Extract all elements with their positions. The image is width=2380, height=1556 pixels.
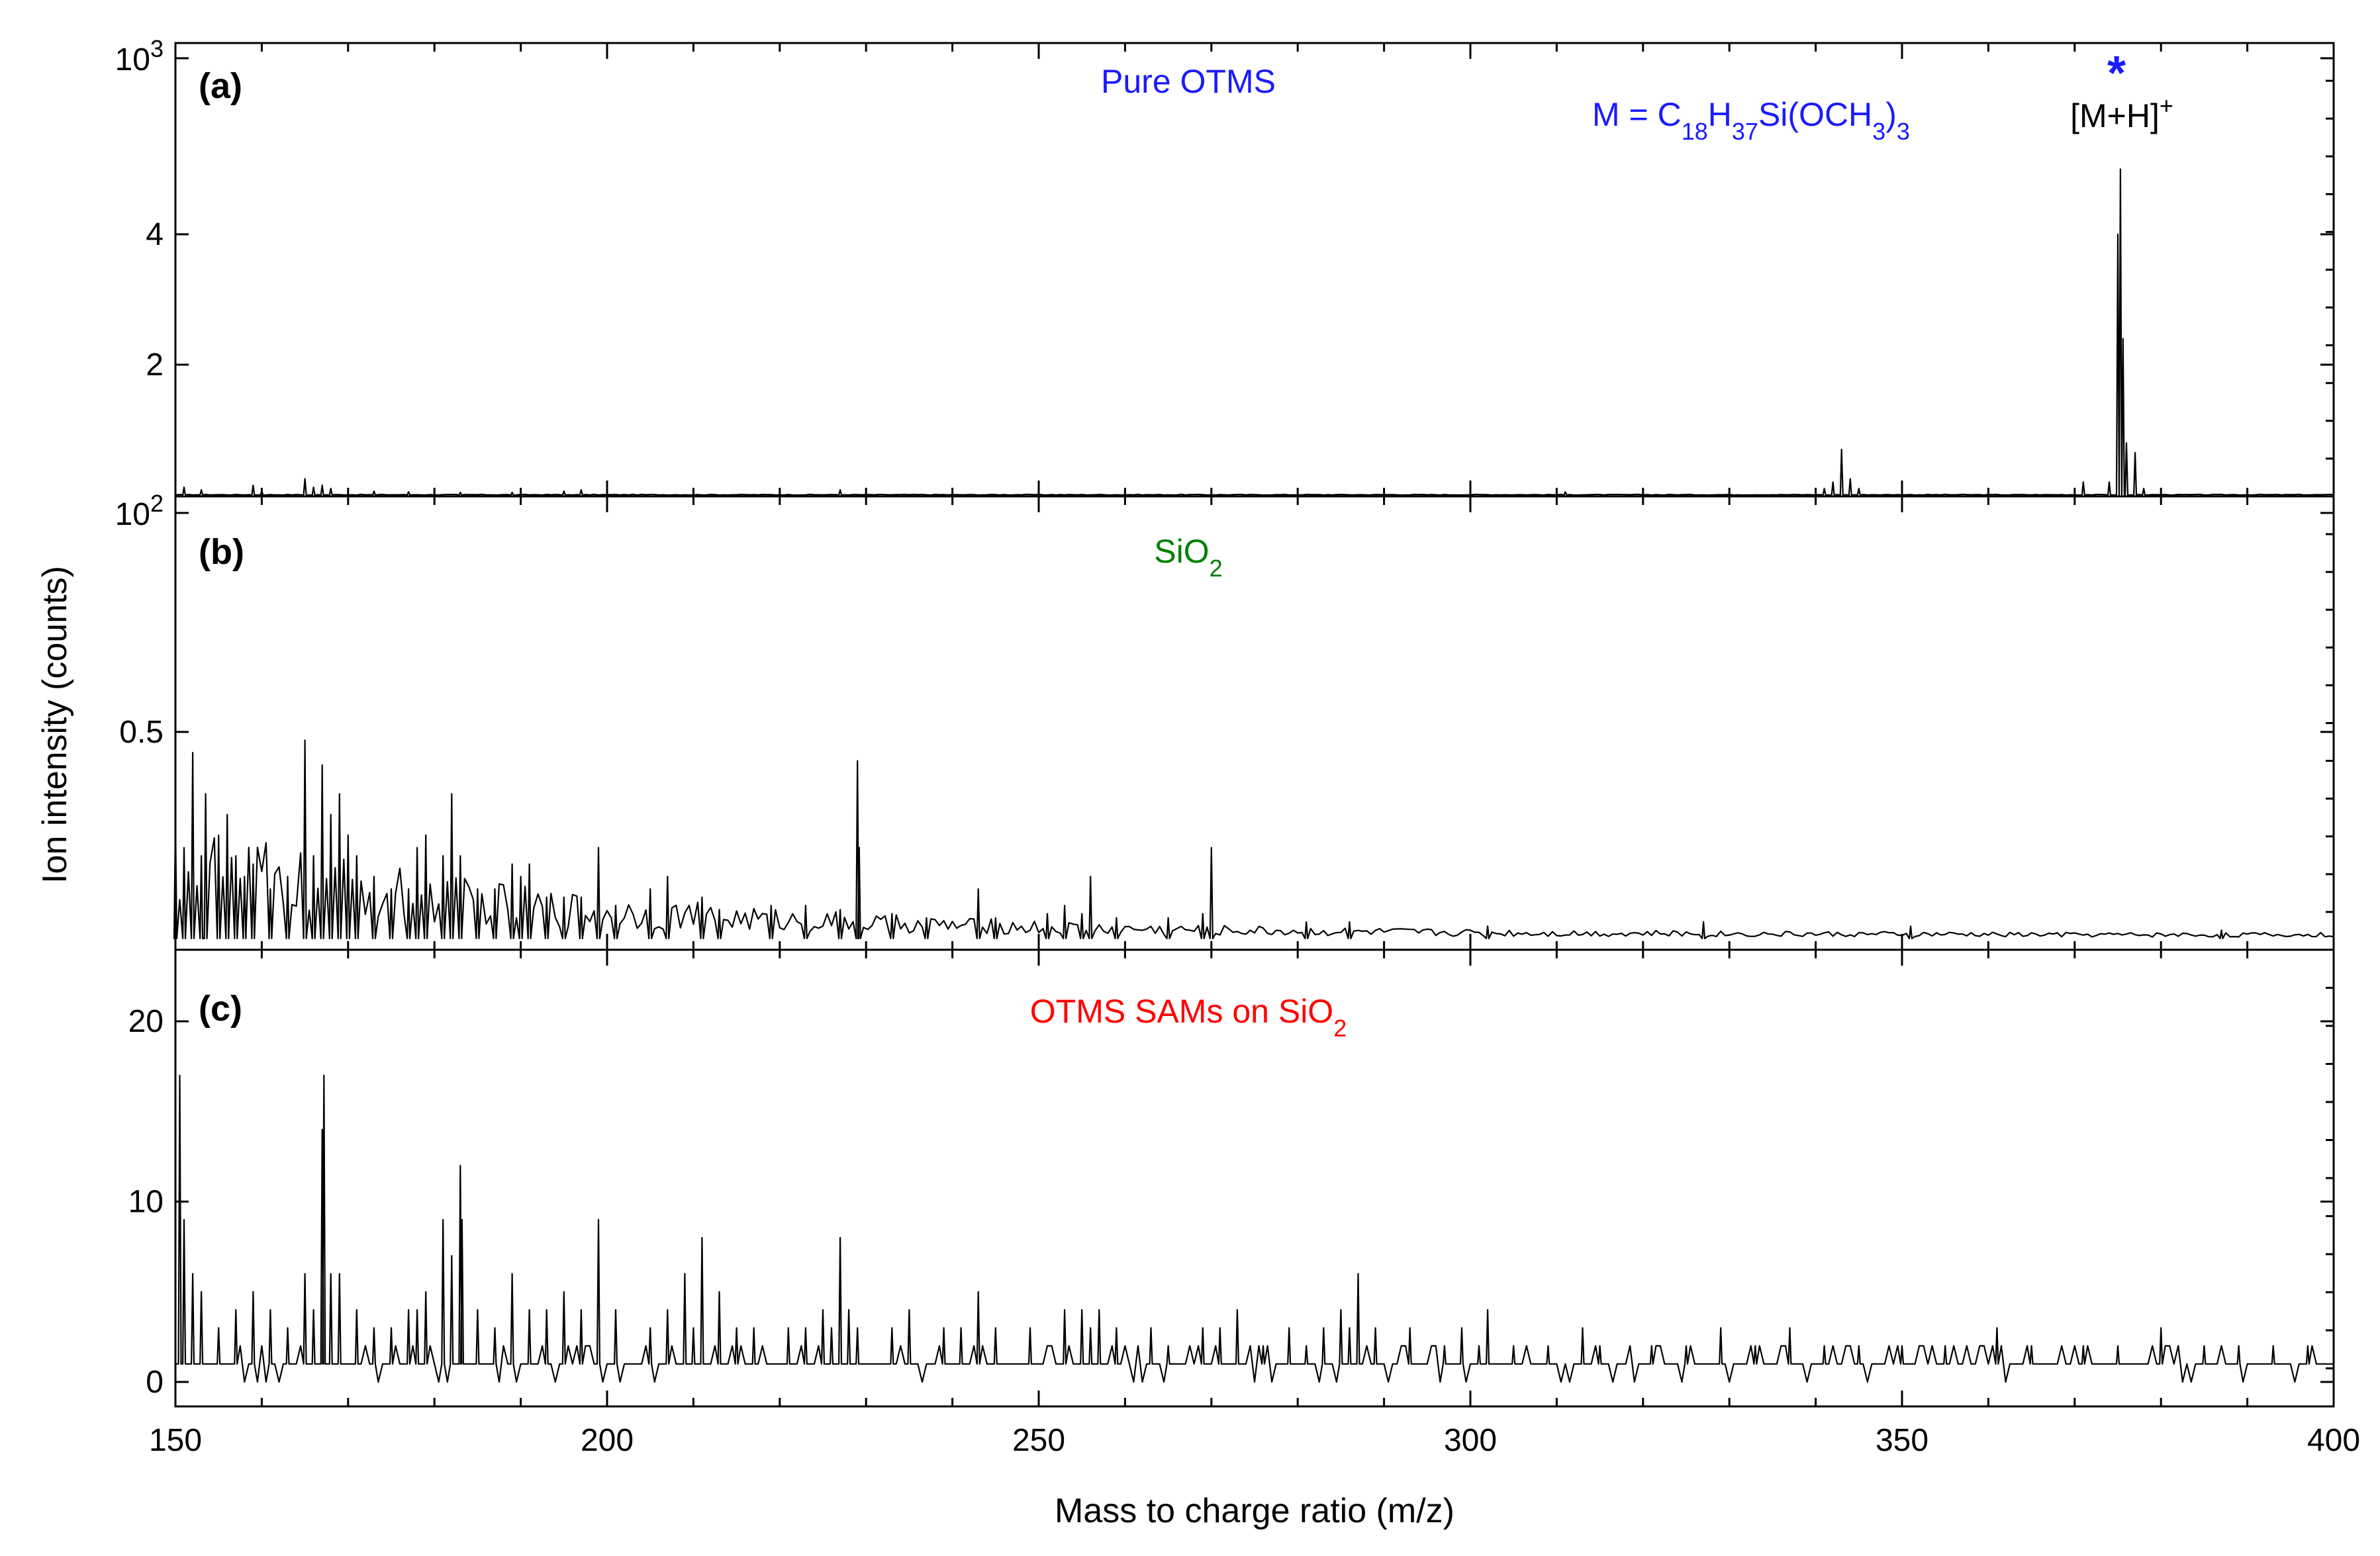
x-tick-label-0: 150	[149, 1423, 202, 1458]
y-tick-label-a-2: 103	[115, 35, 164, 78]
y-tick-label-c-0: 0	[146, 1365, 164, 1400]
peak-ion-label: [M+H]+	[2070, 92, 2173, 135]
peak-marker-star: *	[2107, 47, 2126, 100]
x-tick-label-4: 350	[1876, 1423, 1928, 1458]
panel-a-frame	[174, 42, 2335, 498]
panel-label-c: (c)	[199, 989, 242, 1029]
y-tick-label-b-1: 102	[115, 490, 164, 533]
spectrum-trace-c	[175, 1074, 2334, 1383]
y-tick-label-a-1: 4	[146, 217, 164, 252]
x-tick-label-5: 400	[2307, 1423, 2360, 1458]
molecule-formula-label: M = C18H37Si(OCH3)3	[1592, 96, 1910, 145]
x-tick-label-3: 300	[1444, 1423, 1497, 1458]
y-tick-label-b-0: 0.5	[119, 715, 164, 750]
panel-label-b: (b)	[199, 532, 244, 572]
x-tick-label-2: 250	[1012, 1423, 1065, 1458]
panel-b-frame	[174, 495, 2335, 951]
panel-title-b: SiO2	[1154, 533, 1222, 582]
y-tick-label-c-1: 10	[128, 1185, 164, 1220]
panel-title-c: OTMS SAMs on SiO2	[1030, 993, 1347, 1042]
y-tick-label-a-0: 2	[146, 347, 164, 383]
panel-label-a: (a)	[199, 66, 242, 106]
spectrum-trace-a	[175, 168, 2334, 496]
y-axis-title: Ion intensity (counts)	[36, 566, 74, 884]
spectrum-trace-b	[173, 739, 2334, 940]
x-axis-title: Mass to charge ratio (m/z)	[1055, 1492, 1454, 1530]
y-tick-label-c-2: 20	[128, 1004, 164, 1039]
x-tick-label-1: 200	[581, 1423, 634, 1458]
panel-title-a: Pure OTMS	[1101, 63, 1276, 100]
